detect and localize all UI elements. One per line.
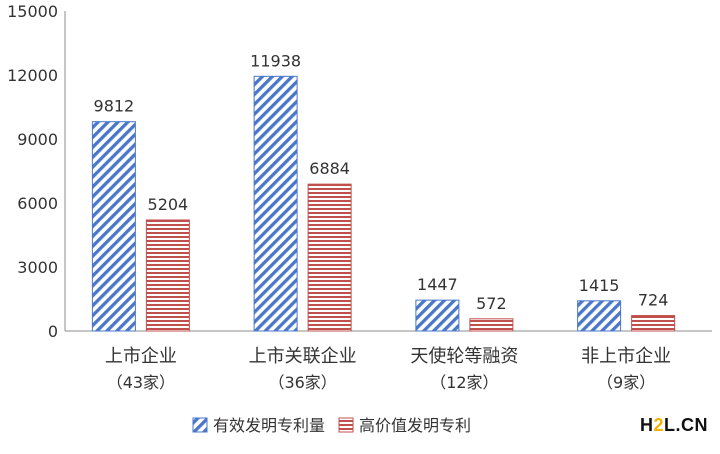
data-label: 6884 <box>309 159 350 178</box>
x-category-sublabel: （9家） <box>597 373 655 392</box>
y-tick-label: 0 <box>48 322 58 341</box>
legend-swatch <box>338 417 354 433</box>
bar-high-value-patents <box>469 318 514 332</box>
x-category-sublabel: （43家） <box>107 373 175 392</box>
bar-valid-patents <box>91 121 136 332</box>
x-category-label: 非上市企业 <box>581 346 671 367</box>
watermark-accent: 2 <box>653 415 664 435</box>
bar-valid-patents <box>253 75 298 332</box>
data-label: 1415 <box>579 276 620 295</box>
y-tick-label: 12000 <box>7 66 58 85</box>
y-tick-label: 9000 <box>17 130 58 149</box>
data-label: 5204 <box>148 195 189 214</box>
x-category-sublabel: （36家） <box>268 373 336 392</box>
data-label: 572 <box>476 294 507 313</box>
legend-swatch <box>192 417 208 433</box>
bar-valid-patents <box>415 299 460 332</box>
x-category-label: 上市企业 <box>105 346 177 367</box>
x-category-label: 上市关联企业 <box>249 346 357 367</box>
data-label: 724 <box>638 291 669 310</box>
watermark-prefix: H <box>639 415 654 435</box>
legend-label: 有效发明专利量 <box>213 416 325 435</box>
bar-valid-patents <box>577 300 622 332</box>
site-watermark-logo: H2L.CN <box>640 415 708 436</box>
y-tick-label: 6000 <box>17 194 58 213</box>
x-category-sublabel: （12家） <box>430 373 498 392</box>
x-category-label: 天使轮等融资 <box>410 346 518 367</box>
bar-high-value-patents <box>145 219 190 332</box>
y-tick-label: 15000 <box>7 2 58 21</box>
legend-label: 高价值发明专利 <box>359 416 471 435</box>
watermark-suffix: L.CN <box>664 415 708 435</box>
bar-high-value-patents <box>631 315 676 332</box>
data-label: 9812 <box>94 97 135 116</box>
data-label: 11938 <box>250 51 301 70</box>
y-tick-label: 3000 <box>17 258 58 277</box>
data-label: 1447 <box>417 275 458 294</box>
bar-high-value-patents <box>307 183 352 332</box>
